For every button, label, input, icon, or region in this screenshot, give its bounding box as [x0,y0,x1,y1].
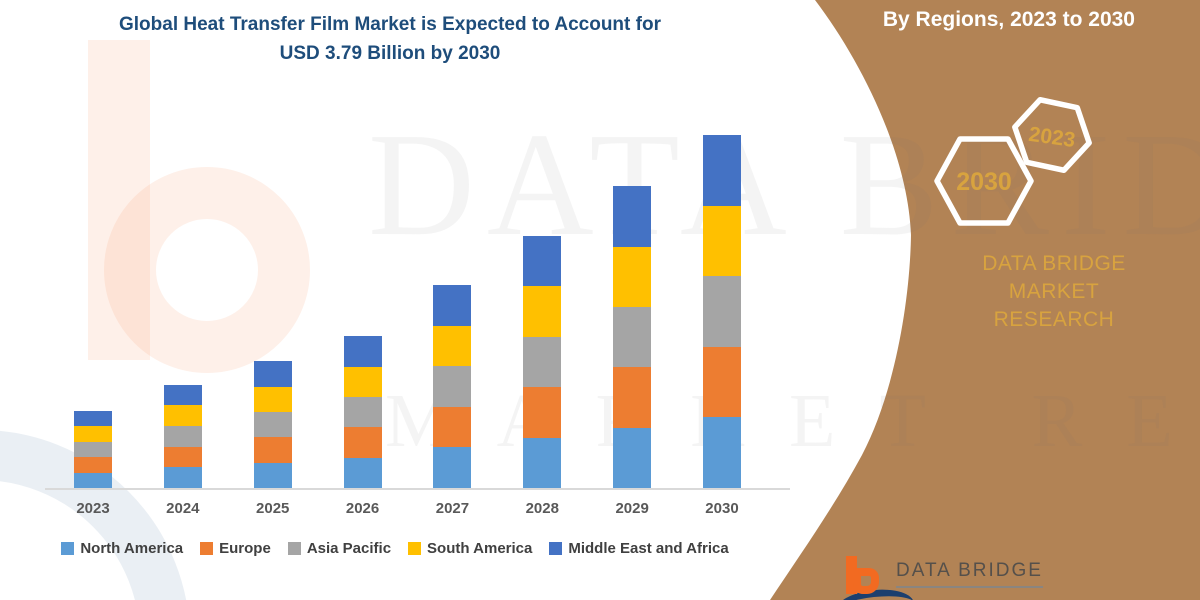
segment-asia-pacific-2025 [253,412,292,438]
legend-marker-icon [408,542,422,555]
segment-middle-east-and-africa-2029 [613,186,652,247]
hexagon-2030-label: 2030 [956,168,1012,196]
segment-north-america-2023 [74,472,112,488]
panel-brand-line1: DATA BRIDGE MARKET [982,252,1126,303]
legend-label: South America [427,540,533,557]
segment-middle-east-and-africa-2028 [523,235,562,287]
hexagon-2030-outline [934,136,1034,226]
segment-europe-2029 [613,367,652,428]
hexagon-badges: 2030 2023 [934,96,1092,226]
chart-title-line2: USD 3.79 Billion by 2030 [279,43,501,65]
segment-middle-east-and-africa-2023 [74,410,112,427]
footer-logo-b-bowl [853,568,879,594]
panel-brand-text: DATA BRIDGE MARKET RESEARCH [934,250,1174,334]
segment-middle-east-and-africa-2025 [253,361,292,387]
legend-marker-icon [61,542,75,555]
panel-heading: By Regions, 2023 to 2030 [882,8,1135,31]
segment-europe-2027 [433,406,472,448]
segment-south-america-2024 [163,405,202,426]
segment-europe-2025 [253,437,292,463]
x-tick-2029: 2029 [615,500,649,517]
bar-2029 [613,186,652,488]
footer-logo-b-icon [846,556,857,594]
segment-south-america-2030 [702,205,741,277]
segment-south-america-2028 [523,286,562,337]
footer-logo-text: DATA BRIDGE [896,560,1043,588]
legend-label: North America [80,540,184,557]
segment-north-america-2028 [523,437,562,488]
legend-item-south-america: South America [408,540,532,557]
segment-middle-east-and-africa-2024 [163,384,202,406]
segment-north-america-2027 [433,447,472,488]
segment-south-america-2026 [343,366,382,397]
legend-item-asia-pacific: Asia Pacific [287,540,392,557]
bar-2028 [523,235,562,488]
segment-south-america-2025 [253,386,292,413]
panel-brand-line2: RESEARCH [993,308,1115,331]
x-tick-2023: 2023 [76,500,110,517]
footer-logo: DATA BRIDGE [840,552,1100,600]
hexagon-2023-label: 2023 [1027,123,1076,152]
bar-2027 [433,285,472,488]
legend-marker-icon [287,542,301,555]
plot-area [0,135,790,488]
segment-europe-2030 [702,346,741,418]
legend-marker-icon [200,542,214,555]
segment-north-america-2030 [702,417,741,488]
segment-asia-pacific-2028 [523,336,562,388]
segment-north-america-2024 [163,467,202,488]
segment-middle-east-and-africa-2030 [702,135,741,206]
segment-south-america-2029 [613,246,652,307]
watermark-text-line2: MARKET RESEARCH [385,379,1200,463]
x-tick-2028: 2028 [525,500,559,517]
segment-europe-2023 [74,457,112,473]
segment-europe-2024 [163,446,202,468]
segment-middle-east-and-africa-2027 [433,285,472,326]
segment-south-america-2023 [74,426,112,442]
x-tick-2026: 2026 [345,500,380,517]
legend-item-middle-east-and-africa: Middle East and Africa [549,540,729,557]
segment-south-america-2027 [433,325,472,367]
segment-north-america-2029 [613,427,652,488]
segment-europe-2028 [523,387,562,438]
x-axis-line [45,488,790,490]
x-tick-2024: 2024 [166,500,200,517]
segment-middle-east-and-africa-2026 [343,336,382,367]
segment-asia-pacific-2026 [343,396,382,428]
x-tick-2025: 2025 [256,500,290,517]
legend-label: Middle East and Africa [568,540,729,557]
chart-title-line1: Global Heat Transfer Film Market is Expe… [119,14,661,35]
bar-2030 [702,135,741,488]
segment-asia-pacific-2027 [433,366,472,407]
bar-2024 [163,384,202,488]
legend-item-europe: Europe [200,540,271,557]
bar-2026 [343,336,382,488]
x-tick-2030: 2030 [705,500,739,517]
chart-title: Global Heat Transfer Film Market is Expe… [40,10,740,69]
segment-north-america-2026 [343,457,382,488]
legend-label: Asia Pacific [306,540,392,557]
segment-asia-pacific-2030 [702,276,741,347]
bar-2023 [74,410,112,488]
bar-2025 [253,361,292,488]
legend-marker-icon [549,542,563,555]
segment-asia-pacific-2024 [163,425,202,447]
legend-item-north-america: North America [61,540,183,557]
x-tick-2027: 2027 [435,500,470,517]
legend-label: Europe [219,540,271,557]
hexagon-2023-outline [1012,96,1092,174]
segment-north-america-2025 [253,462,292,488]
segment-asia-pacific-2029 [613,306,652,368]
segment-europe-2026 [343,427,382,458]
watermark-text-line1: DATA BRIDGE [368,103,1200,267]
segment-asia-pacific-2023 [74,441,112,458]
chart-legend: North America Europe Asia Pacific South Ame… [10,540,780,557]
